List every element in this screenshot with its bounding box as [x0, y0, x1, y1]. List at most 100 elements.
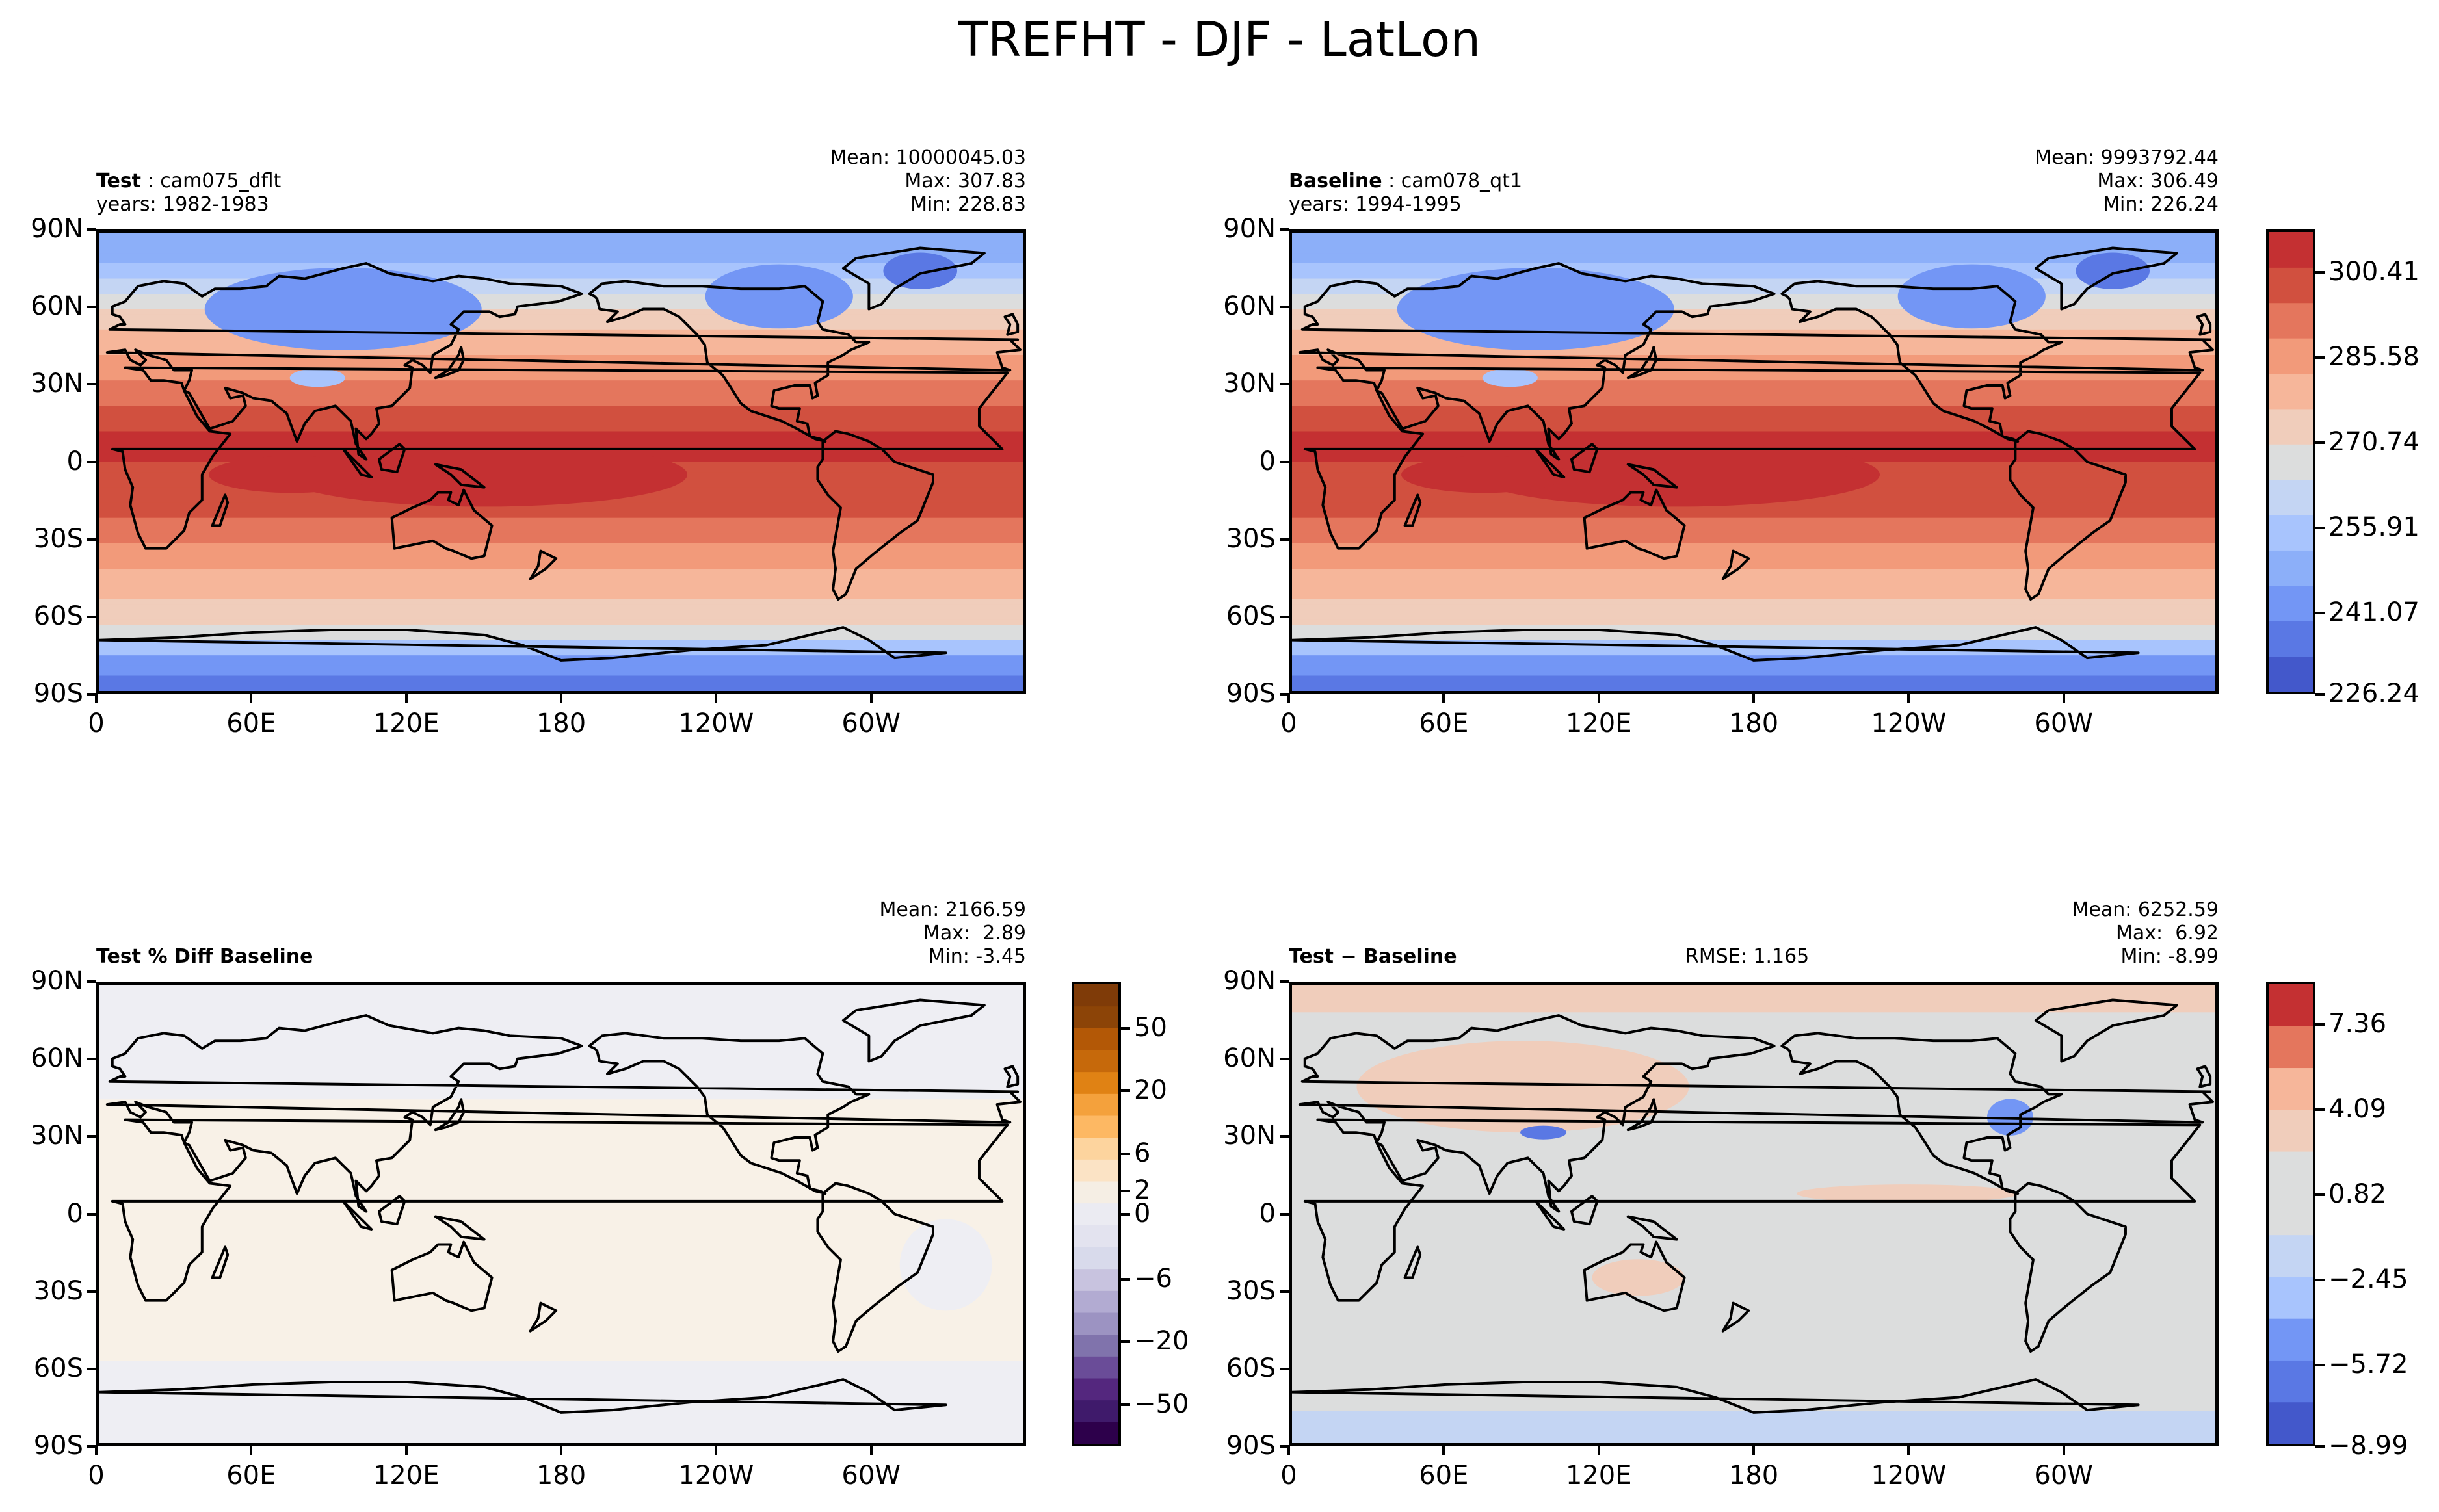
colorbar-swatch	[1074, 1006, 1118, 1028]
lon-tick	[715, 694, 718, 703]
lon-tick-label: 120E	[373, 1461, 440, 1491]
lon-tick	[1287, 694, 1290, 703]
colorbar-tick	[2315, 1108, 2325, 1112]
lat-tick-label: 90S	[1226, 1431, 1276, 1461]
lat-tick-label: 30N	[1223, 369, 1276, 399]
lat-tick-label: 90S	[1226, 679, 1276, 709]
colorbar-tick-label: 6	[1134, 1138, 1151, 1168]
lon-tick-label: 0	[1280, 1461, 1297, 1491]
lon-tick-label: 120E	[373, 709, 440, 738]
colorbar-swatch	[1074, 1093, 1118, 1116]
colorbar-tick	[1121, 1152, 1130, 1155]
colorbar-swatch	[1074, 1028, 1118, 1050]
colorbar-tick-label: 0	[1134, 1198, 1151, 1229]
lon-tick-label: 60E	[1419, 709, 1469, 738]
lat-tick	[87, 460, 96, 463]
panel-rmse: RMSE: 1.165	[1685, 945, 1810, 968]
colorbar-swatch	[2269, 1151, 2313, 1193]
stat-min: Min: -8.99	[2120, 945, 2219, 968]
lat-tick	[87, 538, 96, 541]
colorbar-swatch	[1074, 1137, 1118, 1160]
lon-tick	[715, 1446, 718, 1455]
panel-title-case: : cam075_dflt	[141, 170, 282, 192]
colorbar-tick	[2315, 693, 2325, 696]
lon-tick	[404, 1446, 408, 1455]
coastline	[1292, 246, 2215, 662]
lon-tick-label: 180	[1728, 1461, 1779, 1491]
lat-tick-label: 60N	[1223, 291, 1276, 322]
colorbar-swatch	[1074, 1312, 1118, 1335]
lat-tick	[1280, 228, 1289, 231]
colorbar-swatches	[1074, 984, 1118, 1444]
colorbar-tick	[1121, 1340, 1130, 1344]
colorbar-pctdiff	[1072, 982, 1121, 1446]
lon-tick-label: 60E	[226, 709, 276, 738]
stat-min: Min: 228.83	[910, 193, 1026, 216]
colorbar-tick	[2315, 1023, 2325, 1026]
colorbar-tick-label: 20	[1134, 1075, 1167, 1106]
lat-tick-label: 60S	[33, 1353, 83, 1383]
colorbar-swatch	[1074, 1203, 1118, 1225]
colorbar-swatch	[1074, 1225, 1118, 1247]
colorbar-diff	[2266, 982, 2315, 1446]
colorbar-swatches	[2269, 232, 2313, 692]
colorbar-swatch	[1074, 1050, 1118, 1073]
lat-tick	[1280, 1290, 1289, 1293]
lat-tick	[1280, 615, 1289, 618]
colorbar-tick-label: −5.72	[2328, 1349, 2408, 1379]
lat-tick	[1280, 980, 1289, 983]
lat-tick	[87, 1445, 96, 1448]
lat-tick	[1280, 306, 1289, 309]
map-field-diff	[1292, 985, 2215, 1443]
lat-tick	[87, 980, 96, 983]
lon-tick-label: 0	[1280, 709, 1297, 738]
colorbar-swatch	[1074, 1071, 1118, 1094]
stat-mean: Mean: 9993792.44	[2035, 146, 2219, 169]
panel-stats-diff: Mean: 6252.59 Max: 6.92 Min: -8.99	[1893, 898, 2219, 969]
panel-stats-baseline: Mean: 9993792.44 Max: 306.49 Min: 226.24	[1893, 146, 2219, 216]
lon-tick	[1287, 1446, 1290, 1455]
lat-tick	[1280, 1212, 1289, 1216]
colorbar-swatch	[1074, 1356, 1118, 1379]
lat-tick-label: 60S	[1226, 1353, 1276, 1383]
figure-title: TREFHT - DJF - LatLon	[958, 12, 1481, 68]
lat-tick-label: 0	[1259, 446, 1276, 476]
colorbar-swatch	[2269, 267, 2313, 304]
lon-tick	[1752, 694, 1755, 703]
colorbar-tick-label: 300.41	[2328, 257, 2419, 287]
lon-tick	[1442, 694, 1445, 703]
colorbar-swatch	[1074, 1159, 1118, 1182]
colorbar-tick	[1121, 1089, 1130, 1093]
colorbar-tick	[2315, 611, 2325, 614]
stat-mean: Mean: 6252.59	[2072, 898, 2219, 921]
lat-tick	[87, 228, 96, 231]
colorbar-tick-label: −6	[1134, 1263, 1172, 1294]
colorbar-swatch	[2269, 621, 2313, 657]
lat-tick-label: 30N	[1223, 1121, 1276, 1151]
map-test	[96, 229, 1026, 694]
lat-tick-label: 60N	[31, 291, 83, 322]
stat-min: Min: -3.45	[928, 945, 1027, 968]
stat-min: Min: 226.24	[2103, 193, 2219, 216]
colorbar-swatch	[1074, 1268, 1118, 1291]
lon-tick-label: 180	[1728, 709, 1779, 738]
lon-tick-label: 60E	[1419, 1461, 1469, 1491]
colorbar-swatch	[1074, 1334, 1118, 1357]
lon-tick	[250, 694, 253, 703]
lat-tick-label: 30S	[1226, 1275, 1276, 1306]
lon-tick	[404, 694, 408, 703]
stat-max: Max: 2.89	[923, 922, 1026, 945]
lat-tick	[87, 1212, 96, 1216]
colorbar-swatch	[1074, 1115, 1118, 1138]
lat-tick-label: 60N	[31, 1043, 83, 1074]
lon-tick	[95, 1446, 98, 1455]
colorbar-swatch	[1074, 1378, 1118, 1401]
lat-tick-label: 0	[66, 1198, 83, 1229]
lat-tick	[1280, 460, 1289, 463]
lat-tick	[87, 1290, 96, 1293]
panel-title-test: Test : cam075_dflt years: 1982-1983	[96, 170, 281, 216]
stat-mean: Mean: 10000045.03	[830, 146, 1026, 169]
colorbar-tick	[2315, 1363, 2325, 1366]
map-pctdiff	[96, 982, 1026, 1446]
lat-tick	[87, 615, 96, 618]
